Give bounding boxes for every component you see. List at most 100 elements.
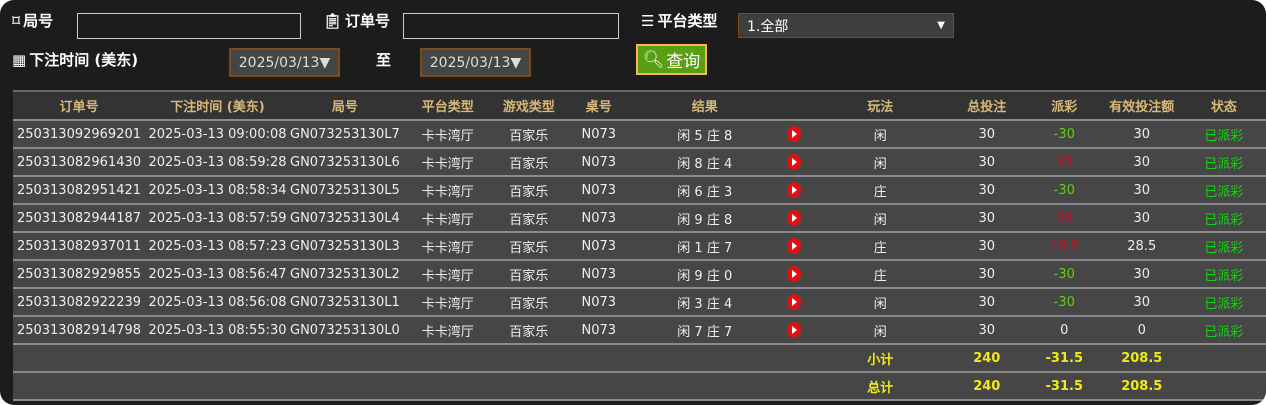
order-input[interactable]	[403, 13, 619, 39]
platform-cell: 卡卡湾厅	[399, 204, 496, 233]
order-cell: 250313082951421	[13, 176, 145, 205]
bet-cell: 30	[946, 176, 1027, 205]
payout-cell: 28.5	[1026, 232, 1102, 261]
column-header	[773, 90, 814, 121]
replay-cell	[773, 232, 814, 261]
play-cell: 闲	[813, 204, 947, 233]
status-cell: 已派彩	[1181, 204, 1266, 233]
play-cell: 庄	[813, 176, 947, 205]
total-row: 总计 240 -31.5 208.5	[13, 372, 1266, 401]
valid-cell: 30	[1101, 120, 1182, 149]
platform-select[interactable]: 1.全部 ▼	[738, 13, 954, 38]
table-row: 250313082929855 2025-03-13 08:56:47 GN0732…	[13, 260, 1266, 289]
subtotal-bet: 240	[946, 344, 1027, 373]
play-video-icon[interactable]	[786, 238, 801, 254]
valid-cell: 30	[1101, 288, 1182, 317]
tag-icon: ⌑	[12, 11, 21, 30]
play-video-icon[interactable]	[786, 210, 801, 226]
round-input[interactable]	[77, 13, 301, 39]
empty-cell	[561, 344, 636, 373]
query-button[interactable]: 🔍︎ 查询	[636, 44, 707, 75]
column-header: 下注时间 (美东)	[145, 90, 290, 121]
valid-cell: 28.5	[1101, 232, 1182, 261]
time-cell: 2025-03-13 09:00:08	[145, 120, 290, 149]
empty-cell	[1181, 372, 1266, 401]
time-cell: 2025-03-13 08:57:59	[145, 204, 290, 233]
status-cell: 已派彩	[1181, 260, 1266, 289]
clipboard-icon: 📋︎	[323, 11, 343, 30]
order-cell: 250313082922239	[13, 288, 145, 317]
time-cell: 2025-03-13 08:58:34	[145, 176, 290, 205]
empty-cell	[495, 344, 562, 373]
empty-cell	[399, 344, 496, 373]
result-cell: 闲 8 庄 4	[635, 148, 774, 177]
empty-cell	[145, 372, 290, 401]
replay-cell	[773, 288, 814, 317]
play-video-icon[interactable]	[786, 182, 801, 198]
play-video-icon[interactable]	[786, 154, 801, 170]
play-cell: 闲	[813, 120, 947, 149]
round-label: ⌑ 局号	[12, 11, 54, 31]
subtotal-label: 小计	[813, 344, 947, 373]
search-icon: 🔍︎	[642, 49, 665, 70]
game-cell: 百家乐	[495, 260, 562, 289]
round-cell: GN073253130L7	[290, 120, 400, 149]
payout-cell: -30	[1026, 176, 1102, 205]
play-cell: 闲	[813, 316, 947, 345]
column-header: 游戏类型	[495, 90, 562, 121]
column-header: 订单号	[13, 90, 145, 121]
table-cell: N073	[561, 232, 636, 261]
total-valid: 208.5	[1101, 372, 1182, 401]
payout-cell: 30	[1026, 204, 1102, 233]
payout-cell: 30	[1026, 148, 1102, 177]
column-header: 桌号	[561, 90, 636, 121]
column-header: 有效投注额	[1101, 90, 1182, 121]
game-cell: 百家乐	[495, 148, 562, 177]
play-video-icon[interactable]	[786, 322, 801, 338]
platform-label: ☰ 平台类型	[641, 11, 718, 31]
calendar-icon: ▦	[12, 50, 27, 69]
status-cell: 已派彩	[1181, 120, 1266, 149]
round-cell: GN073253130L6	[290, 148, 400, 177]
time-cell: 2025-03-13 08:56:47	[145, 260, 290, 289]
play-video-icon[interactable]	[786, 266, 801, 282]
server-icon: ☰	[641, 11, 655, 30]
order-cell: 250313082914798	[13, 316, 145, 345]
time-label: ▦ 下注时间 (美东)	[12, 50, 139, 70]
total-bet: 240	[946, 372, 1027, 401]
table-row: 250313082951421 2025-03-13 08:58:34 GN0732…	[13, 176, 1266, 205]
platform-cell: 卡卡湾厅	[399, 232, 496, 261]
play-cell: 庄	[813, 260, 947, 289]
table-row: 250313082937011 2025-03-13 08:57:23 GN0732…	[13, 232, 1266, 261]
payout-cell: 0	[1026, 316, 1102, 345]
play-cell: 闲	[813, 148, 947, 177]
valid-cell: 30	[1101, 204, 1182, 233]
column-header: 状态	[1181, 90, 1266, 121]
play-video-icon[interactable]	[786, 294, 801, 310]
status-cell: 已派彩	[1181, 176, 1266, 205]
time-cell: 2025-03-13 08:56:08	[145, 288, 290, 317]
table-row: 250313082944187 2025-03-13 08:57:59 GN0732…	[13, 204, 1266, 233]
subtotal-payout: -31.5	[1026, 344, 1102, 373]
order-cell: 250313082961430	[13, 148, 145, 177]
order-cell: 250313092969201	[13, 120, 145, 149]
empty-cell	[561, 372, 636, 401]
bet-cell: 30	[946, 232, 1027, 261]
empty-cell	[13, 372, 145, 401]
date-to-select[interactable]: 2025/03/13▼	[420, 48, 531, 77]
date-from-select[interactable]: 2025/03/13▼	[229, 48, 340, 77]
bet-cell: 30	[946, 148, 1027, 177]
replay-cell	[773, 120, 814, 149]
valid-cell: 30	[1101, 148, 1182, 177]
subtotal-row: 小计 240 -31.5 208.5	[13, 344, 1266, 373]
platform-cell: 卡卡湾厅	[399, 260, 496, 289]
order-cell: 250313082929855	[13, 260, 145, 289]
status-cell: 已派彩	[1181, 232, 1266, 261]
play-video-icon[interactable]	[786, 126, 801, 142]
order-cell: 250313082937011	[13, 232, 145, 261]
game-cell: 百家乐	[495, 176, 562, 205]
bet-cell: 30	[946, 288, 1027, 317]
game-cell: 百家乐	[495, 316, 562, 345]
empty-cell	[635, 372, 774, 401]
table-cell: N073	[561, 176, 636, 205]
